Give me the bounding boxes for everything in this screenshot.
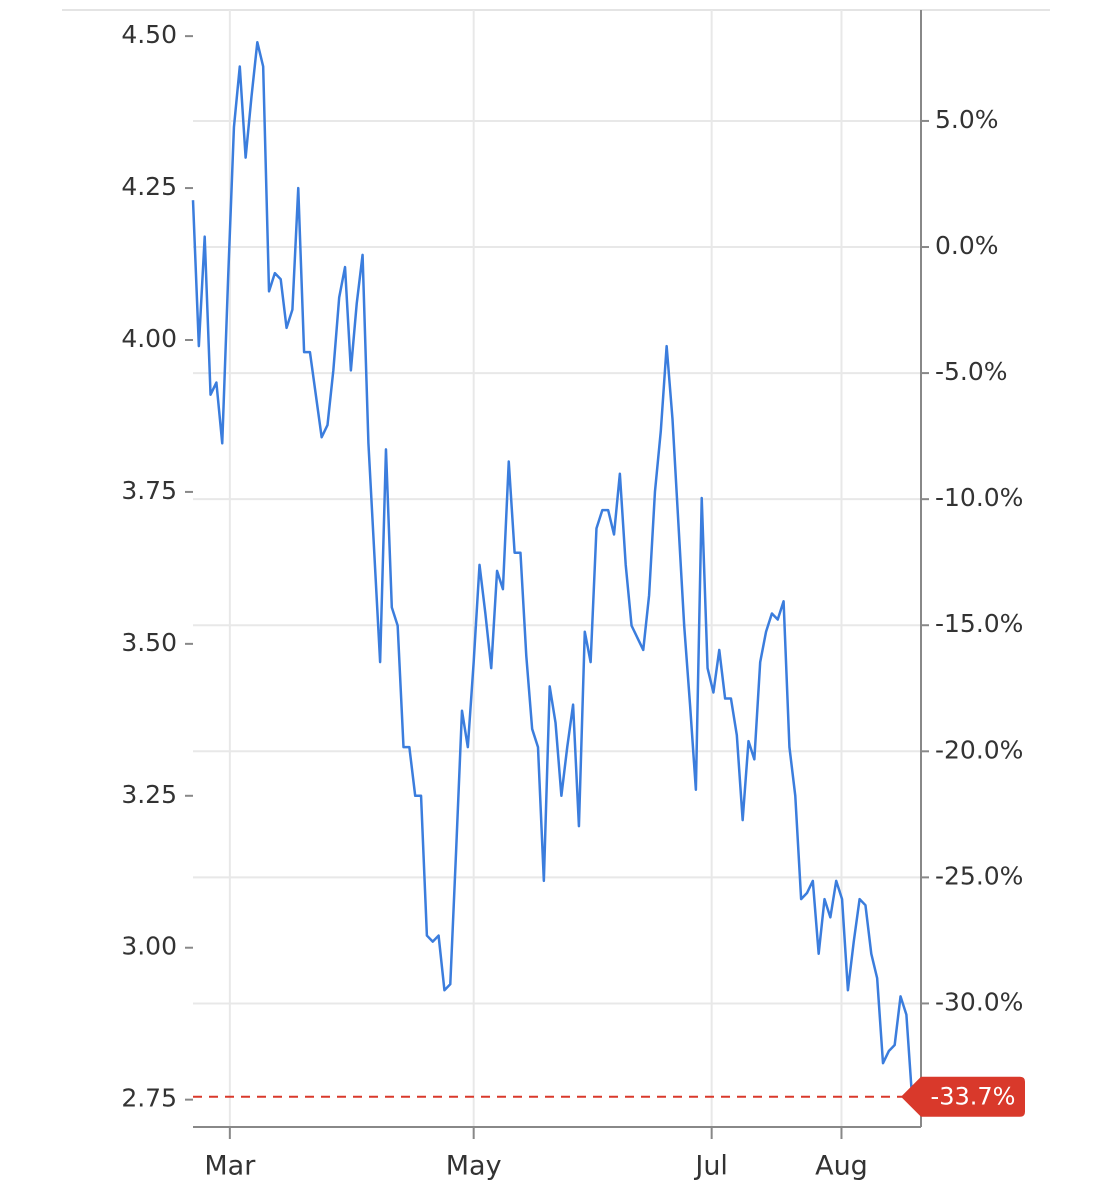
y-tick-label: 4.50 <box>121 20 177 49</box>
x-tick-label: Jul <box>693 1151 728 1182</box>
x-tick-label: May <box>446 1151 502 1182</box>
y-tick-label: 4.00 <box>121 324 177 353</box>
y-tick-label: 3.50 <box>121 628 177 657</box>
y2-tick-label: -15.0% <box>935 609 1023 638</box>
y-tick-label: 3.75 <box>121 476 177 505</box>
reference-badge <box>901 1076 1025 1117</box>
y2-tick-label: -5.0% <box>935 357 1008 386</box>
y-tick-label: 3.25 <box>121 780 177 809</box>
y-tick-label: 4.25 <box>121 172 177 201</box>
y-tick-label: 2.75 <box>121 1084 177 1113</box>
y2-tick-label: 5.0% <box>935 105 999 134</box>
y2-tick-label: 0.0% <box>935 231 999 260</box>
x-tick-label: Aug <box>815 1151 868 1182</box>
y2-tick-label: -10.0% <box>935 483 1023 512</box>
price-line <box>191 40 914 1100</box>
x-tick-label: Mar <box>204 1151 256 1182</box>
reference-label: -33.7% <box>931 1083 1016 1111</box>
y2-tick-label: -25.0% <box>935 861 1023 890</box>
y2-tick-label: -20.0% <box>935 735 1023 764</box>
y2-tick-label: -30.0% <box>935 987 1023 1016</box>
y-tick-label: 3.00 <box>121 932 177 961</box>
